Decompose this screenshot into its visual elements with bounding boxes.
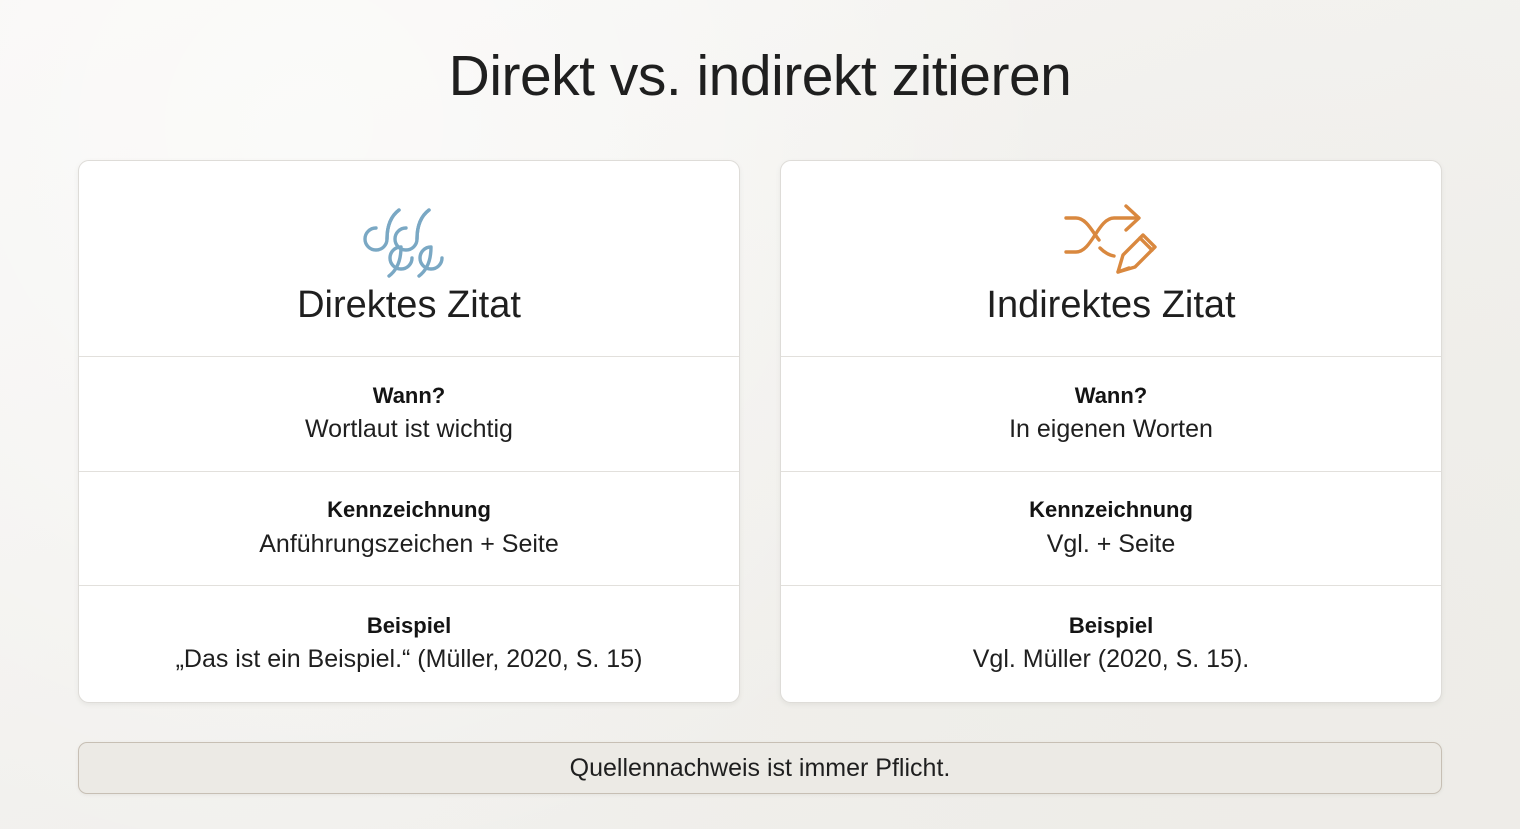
footer-note: Quellennachweis ist immer Pflicht. — [78, 742, 1442, 794]
card-direktes-zitat: Direktes Zitat Wann? Wortlaut ist wichti… — [78, 160, 740, 703]
row-value: Vgl. Müller (2020, S. 15). — [972, 645, 1250, 674]
row-label: Kennzeichnung — [1029, 497, 1193, 523]
shuffle-pencil-icon — [1056, 189, 1166, 281]
card-header: Direktes Zitat — [79, 161, 739, 358]
card-row: Beispiel Vgl. Müller (2020, S. 15). — [781, 586, 1441, 702]
row-label: Wann? — [372, 382, 446, 408]
quotation-marks-icon — [354, 189, 464, 281]
row-value: Vgl. + Seite — [1046, 529, 1176, 558]
card-row: Kennzeichnung Anführungszeichen + Seite — [79, 472, 739, 587]
row-value: „Das ist ein Beispiel.“ (Müller, 2020, S… — [175, 645, 643, 674]
card-row: Wann? In eigenen Worten — [781, 357, 1441, 472]
row-value: In eigenen Worten — [1009, 415, 1213, 444]
comparison-cards: Direktes Zitat Wann? Wortlaut ist wichti… — [78, 160, 1442, 703]
row-label: Beispiel — [366, 612, 452, 638]
page-title: Direkt vs. indirekt zitieren — [448, 44, 1072, 108]
card-row: Wann? Wortlaut ist wichtig — [79, 357, 739, 472]
row-label: Kennzeichnung — [327, 497, 491, 523]
card-title: Direktes Zitat — [297, 284, 521, 326]
card-row: Beispiel „Das ist ein Beispiel.“ (Müller… — [79, 586, 739, 702]
row-value: Anführungszeichen + Seite — [259, 529, 559, 558]
card-indirektes-zitat: Indirektes Zitat Wann? In eigenen Worten… — [780, 160, 1442, 703]
card-row: Kennzeichnung Vgl. + Seite — [781, 472, 1441, 587]
card-header: Indirektes Zitat — [781, 161, 1441, 358]
card-title: Indirektes Zitat — [986, 284, 1236, 326]
row-label: Wann? — [1074, 382, 1148, 408]
row-label: Beispiel — [1068, 612, 1154, 638]
row-value: Wortlaut ist wichtig — [305, 415, 513, 444]
footer-note-text: Quellennachweis ist immer Pflicht. — [569, 753, 951, 782]
